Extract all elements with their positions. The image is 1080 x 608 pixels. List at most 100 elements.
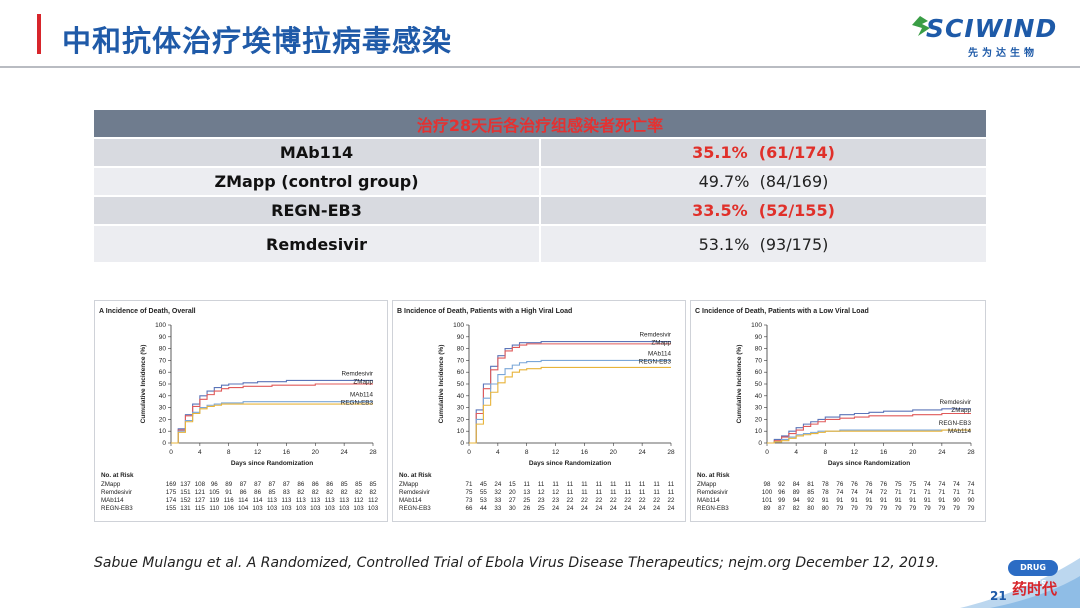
risk-cell: 86 bbox=[312, 481, 319, 488]
series-line-regn-eb3 bbox=[767, 429, 971, 444]
legend-label: MAb114 bbox=[350, 392, 373, 399]
chart-svg: B Incidence of Death, Patients with a Hi… bbox=[397, 308, 675, 512]
risk-cell: 74 bbox=[968, 481, 975, 488]
risk-cell: 79 bbox=[851, 505, 858, 512]
risk-cell: 11 bbox=[596, 489, 603, 496]
legend-label: MAb114 bbox=[948, 428, 971, 435]
risk-group-label: MAb114 bbox=[399, 497, 422, 504]
risk-cell: 71 bbox=[895, 489, 902, 496]
panel-title-text: Incidence of Death, Overall bbox=[106, 308, 196, 315]
risk-cell: 86 bbox=[240, 489, 247, 496]
x-tick-label: 20 bbox=[610, 449, 618, 456]
panel-letter: B bbox=[397, 308, 404, 315]
risk-cell: 103 bbox=[296, 505, 307, 512]
risk-cell: 87 bbox=[283, 481, 290, 488]
risk-cell: 100 bbox=[762, 489, 773, 496]
mortality-table: 治疗28天后各治疗组感染者死亡率 MAb114 35.1% (61/174) Z… bbox=[94, 108, 986, 262]
risk-cell: 83 bbox=[283, 489, 290, 496]
table-title: 治疗28天后各治疗组感染者死亡率 bbox=[94, 108, 986, 138]
risk-cell: 66 bbox=[466, 505, 473, 512]
legend-label: ZMapp bbox=[353, 378, 373, 385]
risk-cell: 24 bbox=[668, 505, 675, 512]
risk-cell: 101 bbox=[762, 497, 773, 504]
risk-cell: 74 bbox=[953, 481, 960, 488]
risk-cell: 127 bbox=[195, 497, 206, 504]
risk-cell: 71 bbox=[924, 489, 931, 496]
y-tick-label: 100 bbox=[155, 322, 166, 329]
y-tick-label: 90 bbox=[457, 334, 465, 341]
chart-title: C Incidence of Death, Patients with a Lo… bbox=[695, 308, 869, 315]
x-tick-label: 20 bbox=[312, 449, 320, 456]
risk-cell: 113 bbox=[296, 497, 306, 504]
risk-group-label: ZMapp bbox=[399, 481, 419, 488]
y-axis-label: Cumulative Incidence (%) bbox=[736, 345, 743, 424]
series-line-remdesivir bbox=[469, 340, 671, 444]
risk-cell: 79 bbox=[938, 505, 945, 512]
y-tick-label: 70 bbox=[457, 357, 465, 364]
legend-label: Remdesivir bbox=[342, 370, 374, 377]
risk-cell: 79 bbox=[836, 505, 843, 512]
risk-cell: 169 bbox=[166, 481, 177, 488]
x-tick-label: 16 bbox=[581, 449, 589, 456]
risk-cell: 45 bbox=[480, 481, 487, 488]
panel-letter: A bbox=[99, 308, 106, 315]
risk-group-label: MAb114 bbox=[697, 497, 720, 504]
risk-cell: 89 bbox=[225, 481, 232, 488]
risk-cell: 91 bbox=[924, 497, 931, 504]
risk-cell: 87 bbox=[269, 481, 276, 488]
risk-cell: 80 bbox=[822, 505, 829, 512]
risk-cell: 89 bbox=[793, 489, 800, 496]
series-line-mab114 bbox=[171, 401, 373, 444]
x-tick-label: 12 bbox=[254, 449, 262, 456]
risk-cell: 103 bbox=[310, 505, 321, 512]
risk-cell: 151 bbox=[180, 489, 191, 496]
risk-cell: 11 bbox=[639, 489, 646, 496]
risk-cell: 11 bbox=[624, 489, 631, 496]
row-name: ZMapp (control group) bbox=[94, 166, 541, 196]
risk-cell: 55 bbox=[480, 489, 487, 496]
row-name: MAb114 bbox=[94, 137, 541, 167]
risk-cell: 27 bbox=[509, 497, 516, 504]
risk-cell: 24 bbox=[624, 505, 631, 512]
risk-cell: 11 bbox=[668, 481, 675, 488]
risk-cell: 94 bbox=[793, 497, 800, 504]
series-line-remdesivir bbox=[171, 379, 373, 444]
risk-cell: 11 bbox=[610, 481, 617, 488]
risk-cell: 98 bbox=[764, 481, 771, 488]
risk-cell: 25 bbox=[538, 505, 545, 512]
risk-cell: 113 bbox=[267, 497, 277, 504]
x-tick-label: 4 bbox=[794, 449, 798, 456]
legend-label: Remdesivir bbox=[940, 399, 972, 406]
x-tick-label: 12 bbox=[851, 449, 859, 456]
legend-label: Remdesivir bbox=[640, 332, 672, 339]
risk-cell: 76 bbox=[836, 481, 843, 488]
y-tick-label: 40 bbox=[159, 393, 167, 400]
y-tick-label: 20 bbox=[457, 416, 465, 423]
legend-label: REGN-EB3 bbox=[341, 400, 374, 407]
series-line-mab114 bbox=[469, 359, 671, 444]
chart-panel-b: B Incidence of Death, Patients with a Hi… bbox=[392, 300, 686, 522]
series-line-zmapp bbox=[171, 383, 373, 444]
risk-cell: 11 bbox=[639, 481, 646, 488]
risk-cell: 106 bbox=[224, 505, 235, 512]
legend-label: MAb114 bbox=[648, 350, 671, 357]
page-title: 中和抗体治疗埃博拉病毒感染 bbox=[62, 24, 453, 58]
series-line-mab114 bbox=[767, 429, 971, 444]
risk-cell: 24 bbox=[552, 505, 559, 512]
risk-cell: 91 bbox=[836, 497, 843, 504]
risk-cell: 104 bbox=[238, 505, 249, 512]
y-tick-label: 80 bbox=[457, 346, 465, 353]
legend-label: REGN-EB3 bbox=[939, 420, 972, 427]
series-line-regn-eb3 bbox=[171, 403, 373, 444]
row-value: 35.1% (61/174) bbox=[540, 137, 986, 167]
row-value: 49.7% (84/169) bbox=[540, 166, 986, 196]
y-tick-label: 100 bbox=[453, 322, 464, 329]
x-tick-label: 28 bbox=[667, 449, 675, 456]
risk-cell: 86 bbox=[254, 489, 261, 496]
risk-cell: 73 bbox=[466, 497, 473, 504]
logo-subtitle: 先为达生物 bbox=[968, 48, 1038, 59]
risk-cell: 71 bbox=[909, 489, 916, 496]
risk-group-label: REGN-EB3 bbox=[101, 505, 133, 512]
risk-cell: 22 bbox=[653, 497, 660, 504]
row-value: 33.5% (52/155) bbox=[540, 195, 986, 225]
